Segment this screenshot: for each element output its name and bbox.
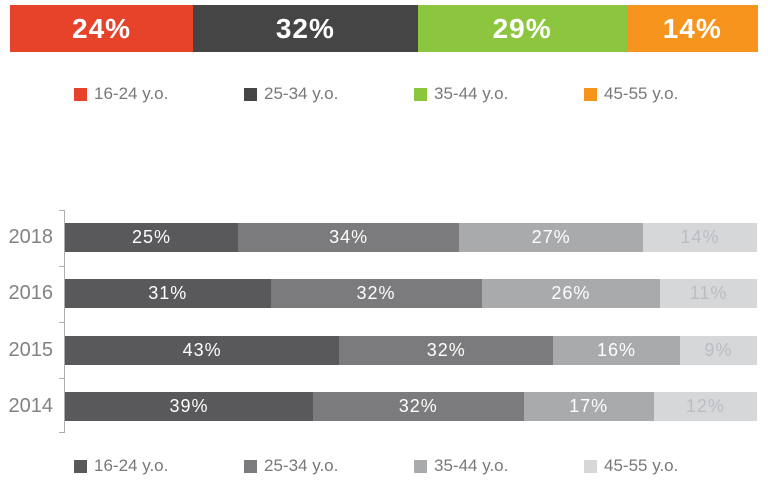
year-label-2014: 2014 — [8, 395, 54, 417]
axis-tick — [59, 432, 65, 433]
legend-swatch — [414, 459, 427, 473]
legend-label: 35-44 y.o. — [434, 456, 509, 475]
top-legend: 16-24 y.o. 25-34 y.o. 35-44 y.o. 45-55 y.o. — [74, 84, 754, 104]
legend-label: 45-55 y.o. — [604, 456, 679, 475]
top-bar-segment-16-24 y.o.: 24% — [10, 5, 194, 52]
y-axis-line — [64, 210, 65, 433]
legend-label: 25-34 y.o. — [264, 84, 339, 103]
bar-segment-2018-16-24-y-o-: 25% — [65, 223, 238, 252]
legend-swatch — [584, 87, 597, 101]
bar-segment-2015-25-34-y-o-: 32% — [339, 336, 554, 365]
legend-swatch — [244, 459, 257, 473]
legend-swatch — [74, 87, 87, 101]
bar-segment-2018-35-44-y-o-: 27% — [459, 223, 643, 252]
year-label-2015: 2015 — [8, 339, 54, 361]
bar-segment-2014-35-44-y-o-: 17% — [523, 392, 654, 421]
year-label-2018: 2018 — [8, 226, 54, 248]
legend-item-45-55-y-o-: 45-55 y.o. — [584, 84, 754, 104]
legend-label: 25-34 y.o. — [264, 456, 339, 475]
bar-segment-2016-35-44-y-o-: 26% — [481, 279, 661, 308]
legend-item-45-55-y-o-: 45-55 y.o. — [584, 456, 754, 476]
bar-segment-2014-16-24-y-o-: 39% — [65, 392, 314, 421]
bar-segment-2016-45-55-y-o-: 11% — [660, 279, 757, 308]
top-bar-segment-45-55 y.o.: 14% — [626, 5, 758, 52]
bar-segment-2015-16-24-y-o-: 43% — [65, 336, 340, 365]
stacked-bar-2015: 43% 32% 16% 9% — [65, 336, 757, 365]
axis-tick — [59, 322, 65, 323]
stacked-bar-2016: 31% 32% 26% 11% — [65, 279, 757, 308]
bar-segment-2016-16-24-y-o-: 31% — [65, 279, 271, 308]
legend-label: 16-24 y.o. — [94, 84, 169, 103]
axis-tick — [59, 378, 65, 379]
legend-item-35-44-y-o-: 35-44 y.o. — [414, 456, 584, 476]
legend-label: 16-24 y.o. — [94, 456, 169, 475]
bar-segment-2016-25-34-y-o-: 32% — [270, 279, 482, 308]
axis-tick — [59, 266, 65, 267]
legend-item-16-24-y-o-: 16-24 y.o. — [74, 456, 244, 476]
legend-label: 35-44 y.o. — [434, 84, 509, 103]
legend-swatch — [414, 87, 427, 101]
year-label-2016: 2016 — [8, 282, 54, 304]
top-bar-segment-25-34 y.o.: 32% — [193, 5, 418, 52]
axis-tick — [59, 210, 65, 211]
legend-item-25-34-y-o-: 25-34 y.o. — [244, 456, 414, 476]
legend-item-16-24-y-o-: 16-24 y.o. — [74, 84, 244, 104]
bar-segment-2014-45-55-y-o-: 12% — [653, 392, 757, 421]
bar-segment-2015-35-44-y-o-: 16% — [553, 336, 680, 365]
bar-segment-2014-25-34-y-o-: 32% — [313, 392, 524, 421]
legend-label: 45-55 y.o. — [604, 84, 679, 103]
legend-swatch — [74, 459, 87, 473]
legend-item-25-34-y-o-: 25-34 y.o. — [244, 84, 414, 104]
legend-item-35-44-y-o-: 35-44 y.o. — [414, 84, 584, 104]
legend-swatch — [244, 87, 257, 101]
stacked-bar-2014: 39% 32% 17% 12% — [65, 392, 757, 421]
bar-segment-2018-25-34-y-o-: 34% — [238, 223, 460, 252]
overall-age-stacked-bar: 24% 32% 29% 14% — [10, 5, 758, 52]
legend-swatch — [584, 459, 597, 473]
bar-segment-2018-45-55-y-o-: 14% — [642, 223, 757, 252]
stacked-bar-2018: 25% 34% 27% 14% — [65, 223, 757, 252]
top-bar-segment-35-44 y.o.: 29% — [417, 5, 627, 52]
bottom-legend: 16-24 y.o. 25-34 y.o. 35-44 y.o. 45-55 y.o. — [74, 456, 754, 476]
bar-segment-2015-45-55-y-o-: 9% — [679, 336, 757, 365]
